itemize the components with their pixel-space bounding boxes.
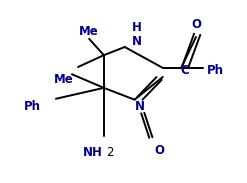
Text: N: N (132, 35, 142, 48)
Text: Me: Me (79, 25, 99, 38)
Text: C: C (181, 64, 189, 77)
Text: N: N (134, 100, 144, 113)
Text: O: O (154, 144, 164, 157)
Text: H: H (132, 20, 142, 33)
Text: Ph: Ph (207, 64, 224, 77)
Text: O: O (191, 18, 201, 31)
Text: Ph: Ph (24, 100, 41, 113)
Text: Me: Me (53, 73, 73, 86)
Text: 2: 2 (106, 146, 114, 159)
Text: NH: NH (83, 146, 103, 159)
